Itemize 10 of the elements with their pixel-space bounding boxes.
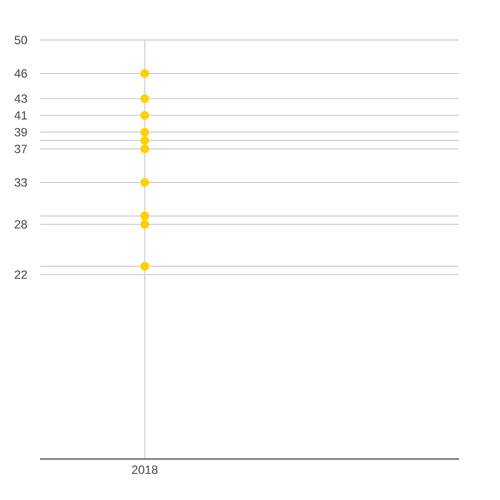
y-tick-label: 39 [14,128,27,136]
y-tick-label: 37 [14,144,27,154]
y-tick-label: 46 [14,69,27,78]
y-tick-label: 43 [14,94,27,103]
y-tick-label: 28 [14,220,27,229]
y-tick-label: 33 [14,178,27,187]
y-tick-label: 41 [14,111,27,120]
y-tick-label: 22 [14,270,27,279]
y-tick-label: 50 [14,36,28,44]
x-tick-label: 2018 [132,466,158,474]
